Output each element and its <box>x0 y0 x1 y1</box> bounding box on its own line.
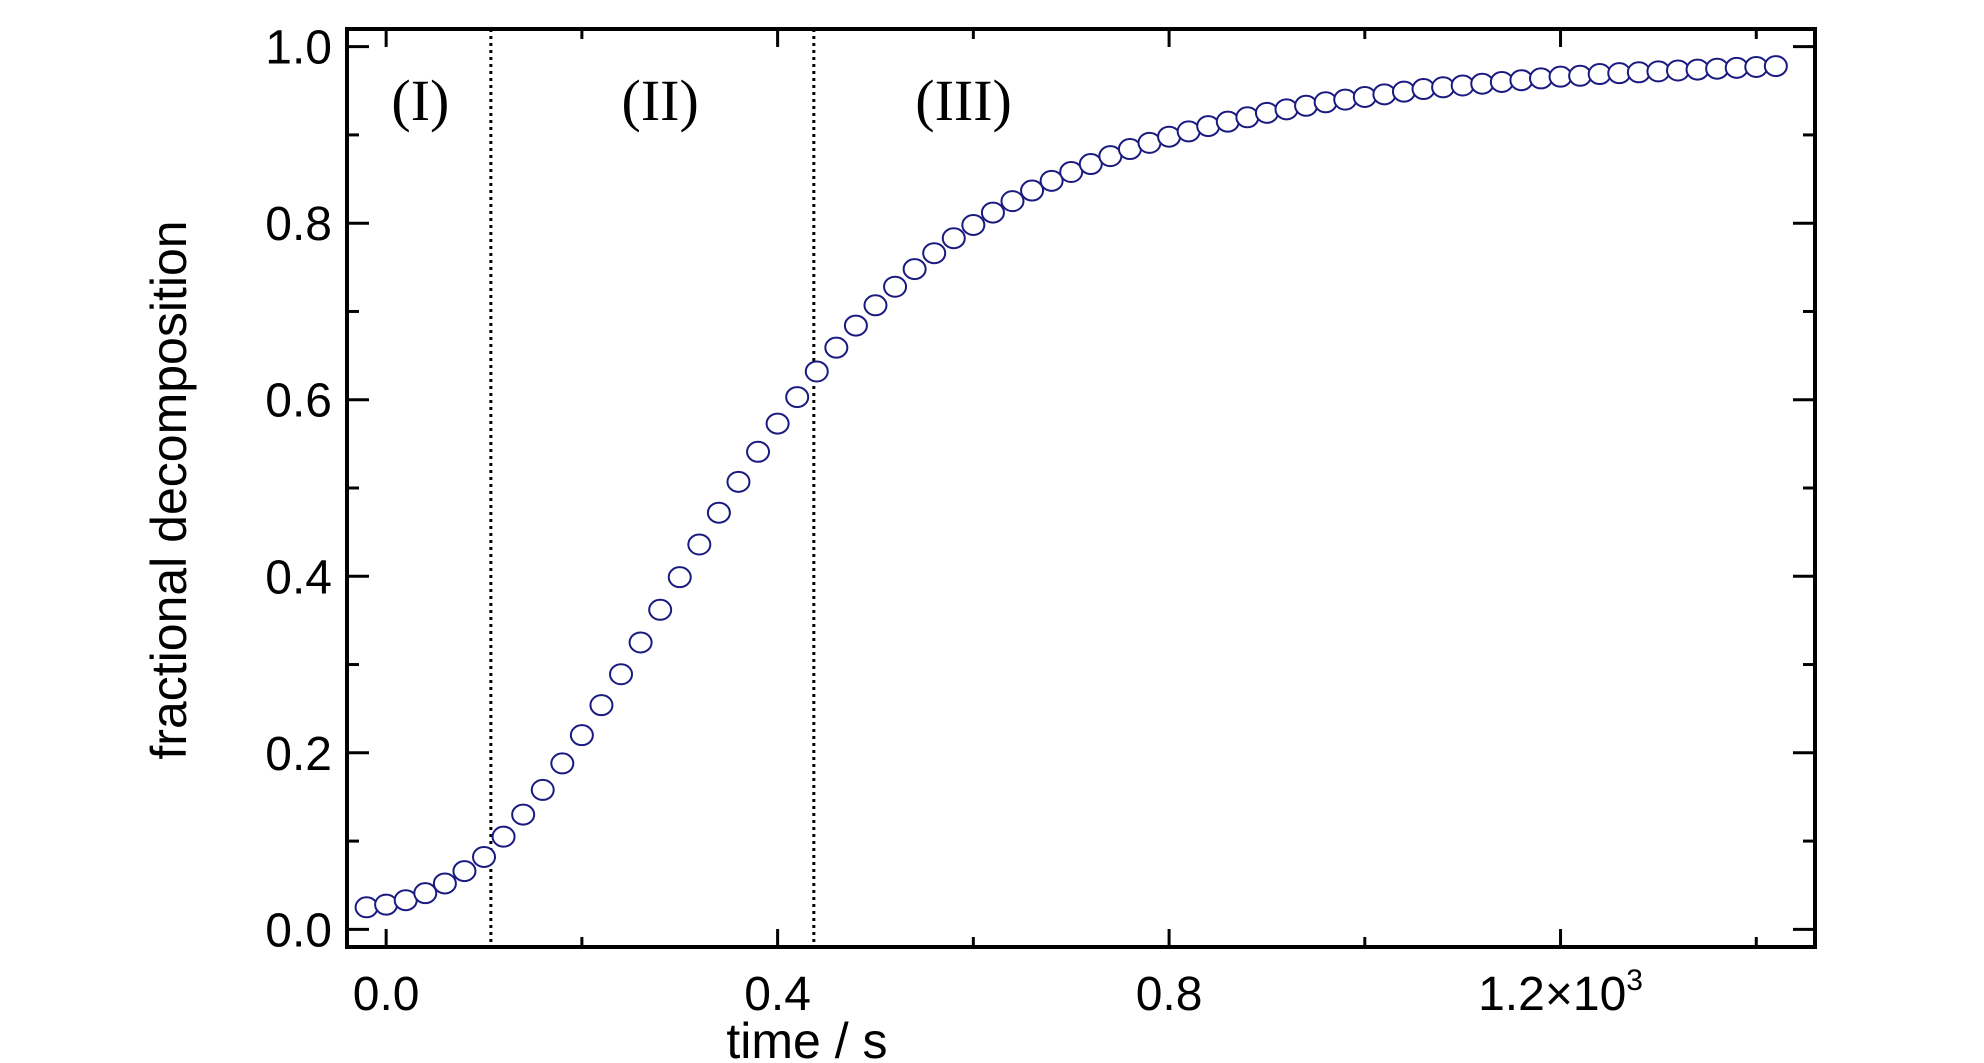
data-point <box>452 860 477 883</box>
data-point <box>1059 160 1084 183</box>
data-point <box>1470 72 1495 95</box>
data-point <box>1352 85 1377 108</box>
x-tick-label: 1.2×103 <box>1478 964 1643 1021</box>
region-dividers <box>489 29 816 947</box>
data-point <box>628 631 653 654</box>
data-point <box>1176 120 1201 143</box>
x-axis-title: time / s <box>726 1013 887 1063</box>
data-point <box>1431 76 1456 99</box>
region-label: (II) <box>622 68 699 133</box>
data-point <box>785 386 810 409</box>
data-point <box>589 694 614 717</box>
data-point <box>1235 106 1260 129</box>
data-point <box>706 501 731 524</box>
data-points <box>354 55 1788 919</box>
data-point <box>1196 115 1221 138</box>
region-label: (III) <box>915 68 1012 133</box>
data-point <box>883 275 908 298</box>
data-point <box>648 598 673 621</box>
data-point <box>941 227 966 250</box>
y-tick-label: 0.4 <box>265 551 332 604</box>
data-point <box>511 803 536 826</box>
data-point <box>1568 64 1593 87</box>
y-tick-label: 0.2 <box>265 728 332 781</box>
data-point <box>1450 74 1475 97</box>
data-point <box>1391 80 1416 103</box>
data-point <box>804 360 829 383</box>
data-point <box>922 242 947 265</box>
data-point <box>824 336 849 359</box>
region-label: (I) <box>391 68 449 133</box>
data-point <box>609 663 634 686</box>
data-point <box>413 882 438 905</box>
data-point <box>687 533 712 556</box>
data-point <box>569 724 594 747</box>
data-point <box>1763 55 1788 78</box>
y-tick-label: 0.6 <box>265 375 332 428</box>
data-point <box>1078 153 1103 176</box>
y-tick-label: 1.0 <box>265 22 332 75</box>
data-point <box>1215 110 1240 133</box>
data-point <box>550 752 575 775</box>
data-point <box>667 566 692 589</box>
data-point <box>1020 179 1045 202</box>
data-point <box>765 412 790 435</box>
y-tick-label: 0.0 <box>265 904 332 957</box>
data-point <box>1509 69 1534 92</box>
data-point <box>1372 83 1397 106</box>
data-point <box>1411 78 1436 101</box>
data-point <box>980 201 1005 224</box>
data-point <box>1528 67 1553 90</box>
data-point <box>1274 98 1299 121</box>
data-point <box>354 896 379 919</box>
data-point <box>1254 101 1279 124</box>
data-point <box>530 778 555 801</box>
data-point <box>1333 88 1358 111</box>
data-point <box>726 470 751 493</box>
data-point <box>863 294 888 317</box>
x-tick-label-exponent: 3 <box>1626 964 1643 997</box>
data-point <box>1294 94 1319 117</box>
data-point <box>374 893 399 916</box>
data-point <box>1157 125 1182 148</box>
data-point <box>843 314 868 337</box>
data-point <box>1489 70 1514 93</box>
data-point <box>1313 91 1338 114</box>
labels-layer: 0.0 0.4 0.8 1.2×103 0.0 0.2 0.4 0.6 0.8 1.0 (I) (II… <box>265 22 1643 1021</box>
x-tick-label: 0.8 <box>1136 968 1203 1021</box>
data-point <box>746 440 771 463</box>
data-point <box>902 258 927 281</box>
data-point <box>491 825 516 848</box>
x-tick-label: 0.0 <box>353 968 420 1021</box>
data-point <box>472 845 497 868</box>
y-tick-label: 0.8 <box>265 198 332 251</box>
plot-frame <box>345 27 1817 949</box>
data-point <box>1039 169 1064 192</box>
x-tick-label: 0.4 <box>744 968 811 1021</box>
y-axis-title: fractional decomposition <box>141 220 197 759</box>
data-point <box>961 213 986 236</box>
data-point <box>1000 190 1025 213</box>
data-point <box>432 872 457 895</box>
